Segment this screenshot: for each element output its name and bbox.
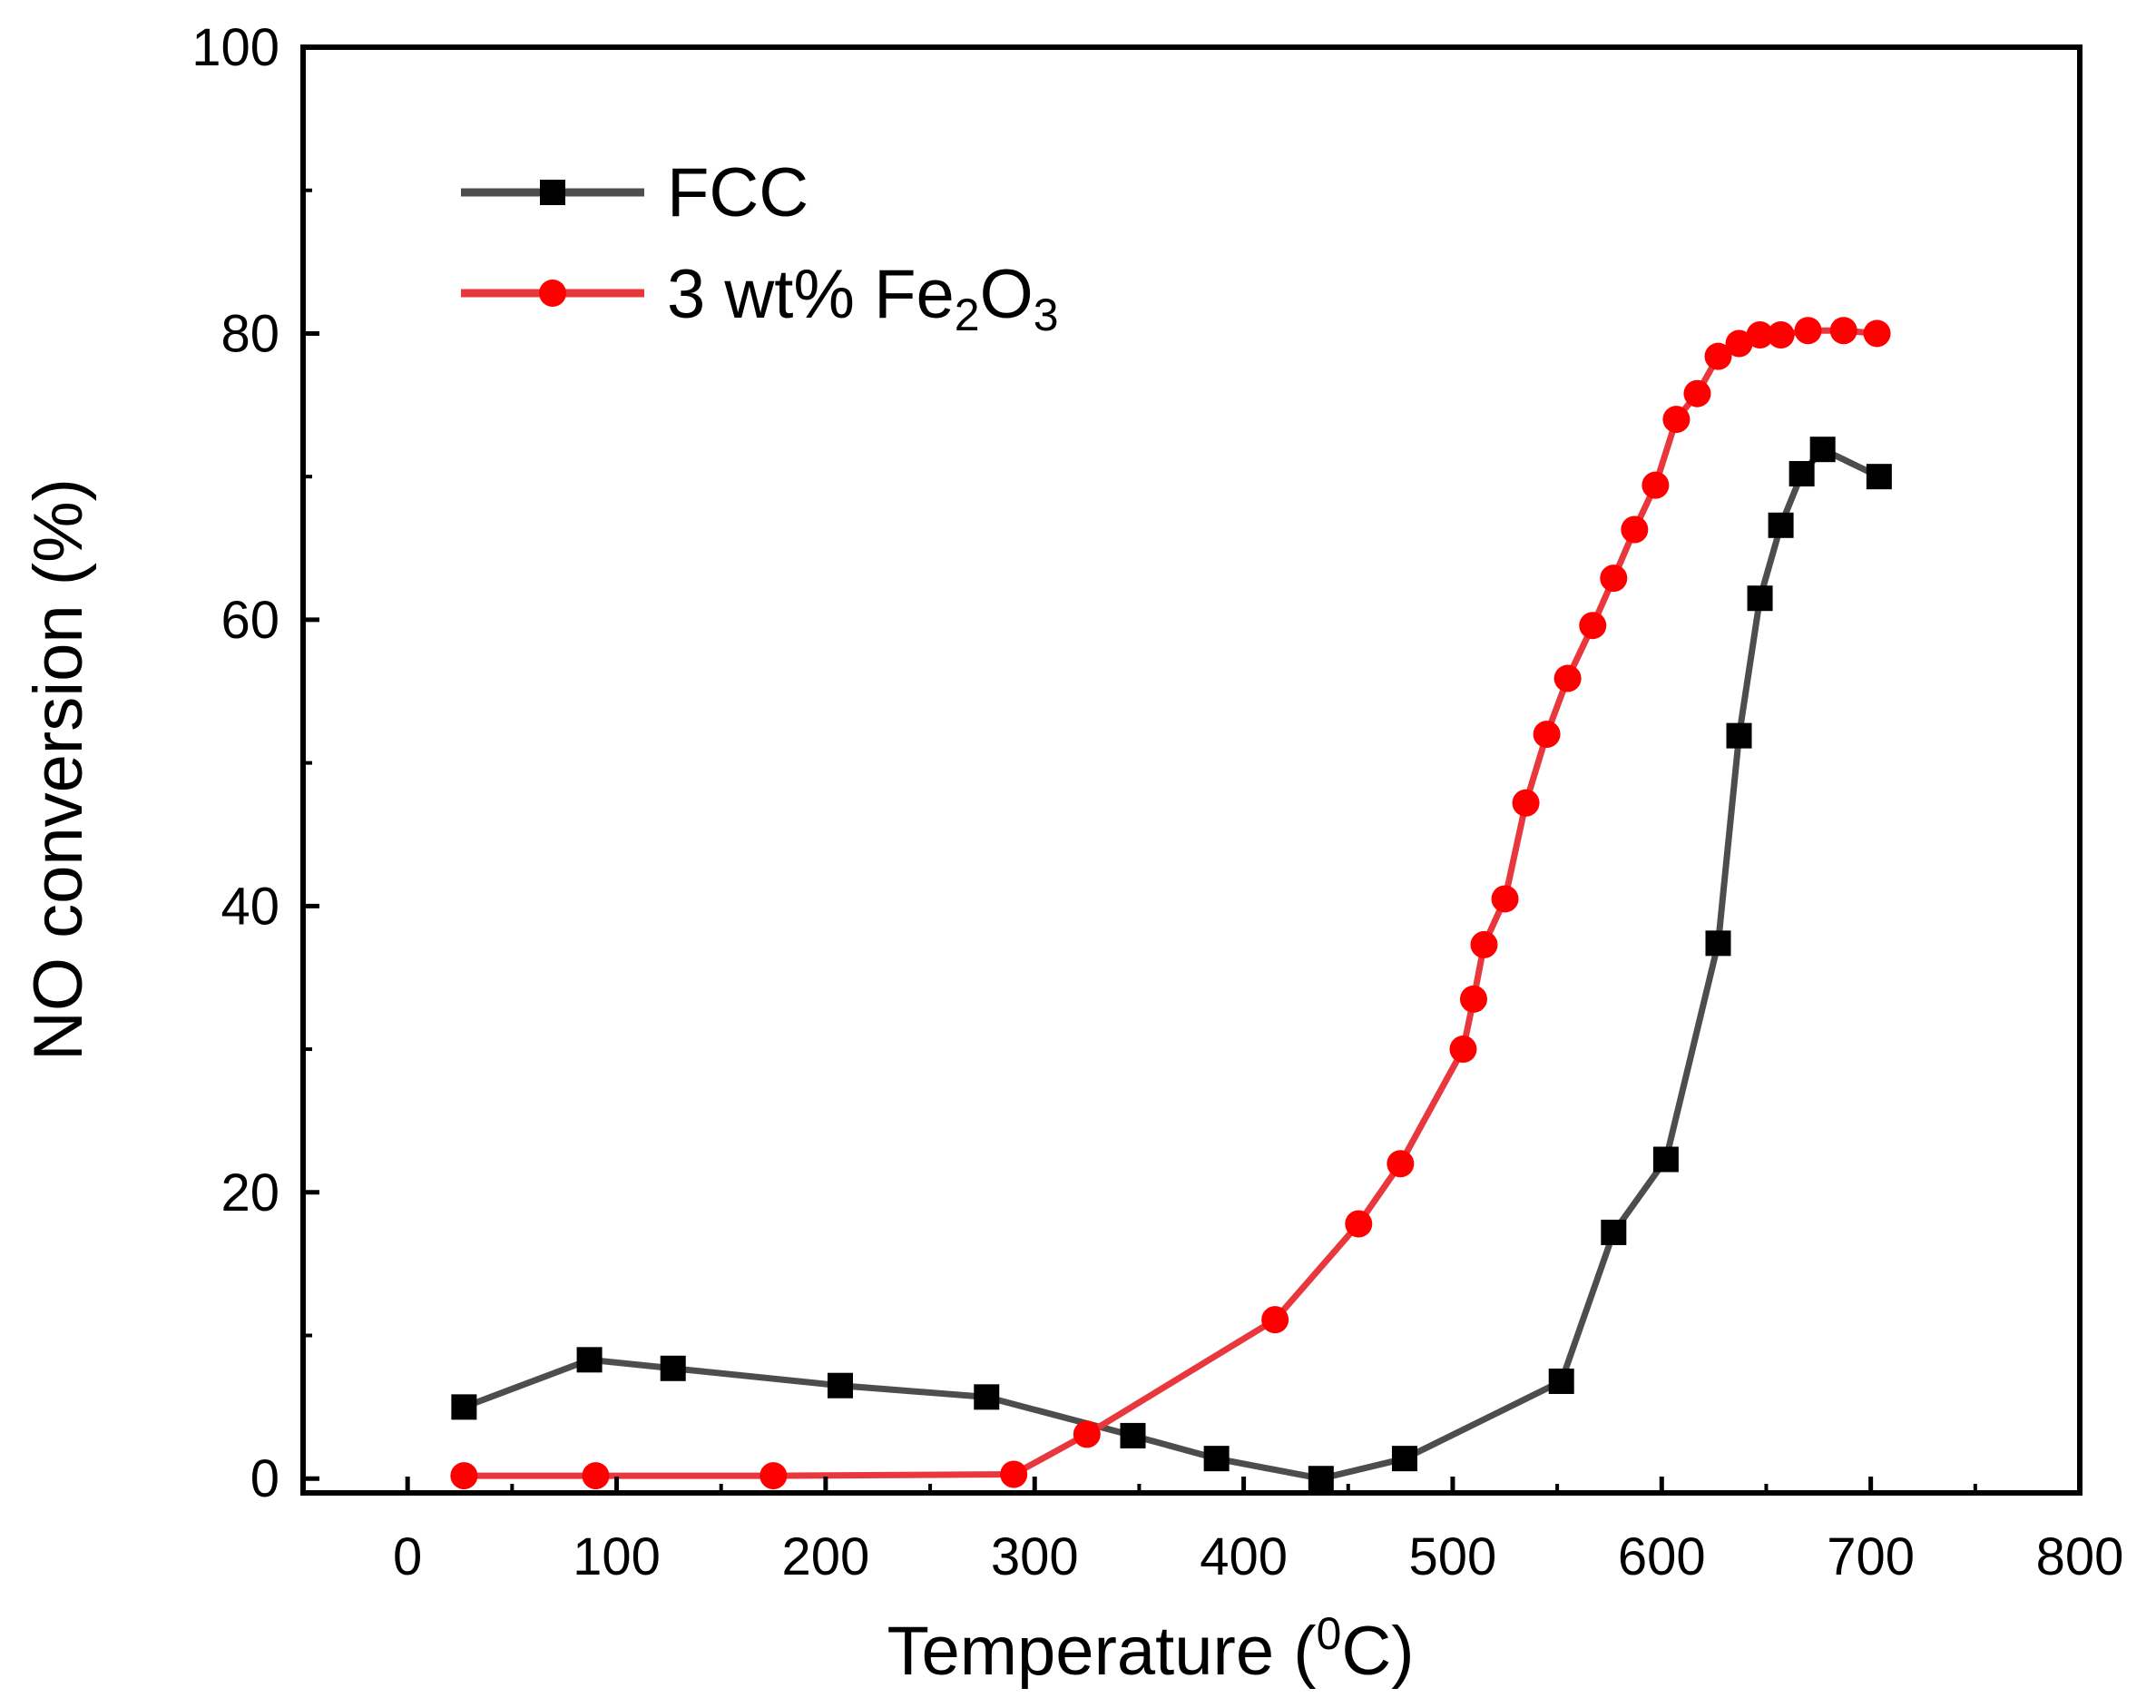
data-point-fcc — [576, 1347, 603, 1373]
series-layer — [450, 317, 1892, 1492]
data-point-fcc — [1705, 930, 1731, 957]
y-tick-label: 100 — [191, 18, 279, 77]
data-point-fe2o3 — [1767, 321, 1795, 349]
x-tick-label: 600 — [1618, 1527, 1706, 1586]
plot-frame — [300, 44, 2082, 1496]
legend-label-fe2o3-main: 3 wt% Fe — [667, 256, 955, 333]
data-point-fe2o3 — [1794, 317, 1822, 345]
data-point-fcc — [1652, 1146, 1679, 1173]
data-point-fcc — [1601, 1219, 1627, 1245]
data-point-fe2o3 — [1491, 885, 1519, 913]
x-axis-title-tail: C) — [1341, 1613, 1414, 1690]
data-point-fcc — [1747, 585, 1773, 612]
data-point-fcc — [451, 1394, 477, 1420]
data-point-fcc — [1788, 461, 1815, 487]
data-point-fe2o3 — [1261, 1306, 1289, 1334]
y-tick-label: 0 — [250, 1449, 279, 1508]
data-point-fcc — [1203, 1446, 1230, 1472]
data-point-fe2o3 — [582, 1462, 610, 1490]
axes-layer — [300, 44, 2082, 1496]
data-point-fe2o3 — [1829, 317, 1857, 345]
data-point-fcc — [1120, 1422, 1146, 1448]
data-point-fe2o3 — [1000, 1460, 1028, 1488]
data-point-fcc — [660, 1355, 686, 1381]
x-tick-label: 200 — [781, 1527, 869, 1586]
x-tick-label: 800 — [2036, 1527, 2124, 1586]
ticks-layer: 0 100 200 300 400 500 600 700 800 0 20 40 60 80 100 — [191, 18, 2123, 1586]
x-tick-label: 400 — [1200, 1527, 1288, 1586]
data-point-fe2o3 — [1512, 789, 1540, 817]
legend-marker-fcc — [540, 180, 565, 205]
x-tick-label: 100 — [573, 1527, 661, 1586]
data-point-fe2o3 — [1746, 321, 1774, 349]
y-axis-title: NO conversion (%) — [20, 478, 97, 1061]
data-point-fe2o3 — [1662, 406, 1690, 434]
data-point-fe2o3 — [1449, 1036, 1477, 1064]
data-point-fe2o3 — [450, 1462, 478, 1490]
data-point-fe2o3 — [1683, 379, 1711, 407]
y-tick-label: 60 — [220, 591, 279, 650]
legend-label-fe2o3: 3 wt% Fe2O3 — [667, 256, 1059, 340]
x-tick-label: 300 — [991, 1527, 1079, 1586]
legend-label-fcc: FCC — [667, 154, 808, 231]
data-point-fe2o3 — [760, 1462, 788, 1490]
data-point-fe2o3 — [1863, 319, 1891, 348]
data-point-fcc — [1726, 722, 1752, 749]
legend-label-fe2o3-sub2: 3 — [1034, 290, 1059, 340]
legend-marker-fe2o3 — [539, 280, 566, 307]
y-tick-label: 20 — [220, 1163, 279, 1222]
data-point-fcc — [828, 1372, 854, 1399]
data-point-fcc — [1768, 512, 1794, 538]
data-point-fe2o3 — [1470, 930, 1498, 958]
x-axis-title-sup: 0 — [1317, 1608, 1342, 1659]
data-point-fcc — [1391, 1446, 1417, 1472]
data-point-fe2o3 — [1387, 1150, 1415, 1178]
x-tick-label: 700 — [1827, 1527, 1915, 1586]
y-tick-label: 40 — [220, 877, 279, 936]
legend-label-fe2o3-mid: O — [980, 256, 1034, 333]
data-point-fe2o3 — [1459, 985, 1487, 1013]
y-tick-label: 80 — [220, 304, 279, 363]
data-point-fe2o3 — [1553, 664, 1582, 692]
x-tick-label: 500 — [1409, 1527, 1497, 1586]
data-point-fe2o3 — [1073, 1420, 1101, 1448]
x-axis-title-main: Temperature ( — [887, 1613, 1316, 1690]
legend: FCC 3 wt% Fe2O3 — [461, 154, 1059, 340]
data-point-fe2o3 — [1533, 721, 1561, 749]
data-point-fe2o3 — [1642, 471, 1670, 499]
data-point-fe2o3 — [1579, 612, 1607, 640]
data-point-fcc — [1308, 1466, 1334, 1492]
data-point-fe2o3 — [1621, 515, 1649, 544]
data-point-fcc — [974, 1384, 1000, 1410]
data-point-fcc — [1866, 464, 1892, 490]
data-point-fcc — [1548, 1368, 1574, 1394]
data-point-fe2o3 — [1725, 329, 1753, 358]
legend-label-fe2o3-sub1: 2 — [955, 290, 980, 340]
data-point-fe2o3 — [1600, 564, 1628, 593]
data-point-fe2o3 — [1345, 1210, 1373, 1238]
x-tick-label: 0 — [393, 1527, 422, 1586]
data-point-fcc — [1809, 437, 1836, 463]
data-point-fe2o3 — [1704, 342, 1732, 370]
x-axis-title: Temperature (0C) — [887, 1608, 1414, 1690]
